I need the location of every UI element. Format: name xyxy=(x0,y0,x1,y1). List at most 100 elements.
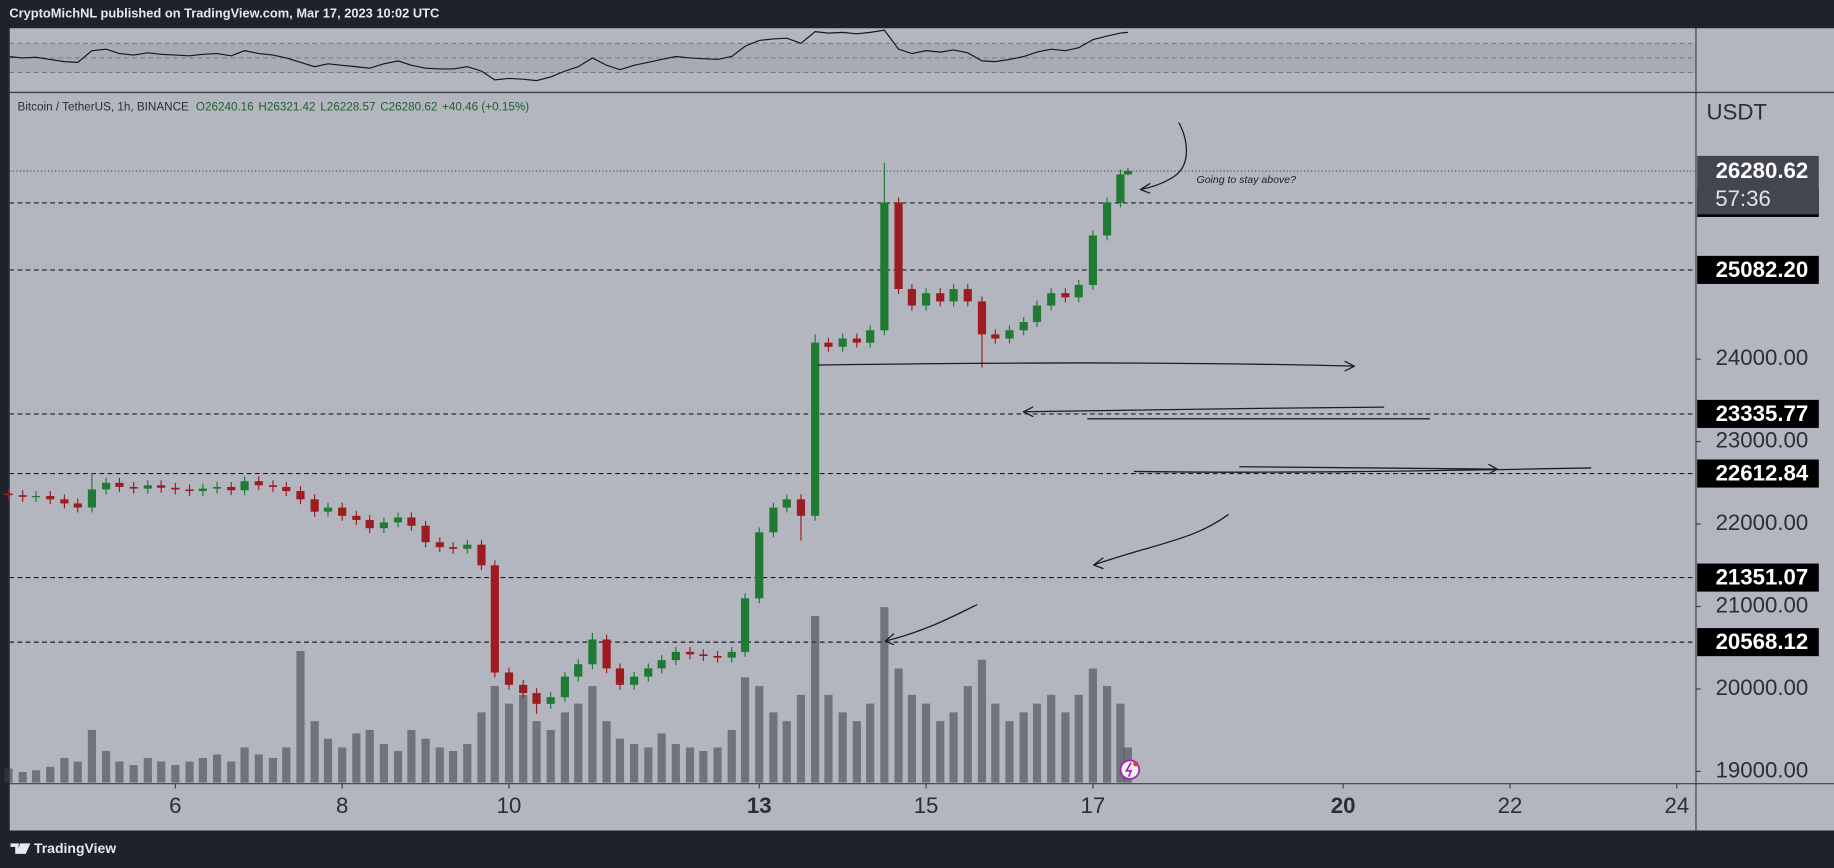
volume-bar xyxy=(73,761,82,783)
x-tick-label: 8 xyxy=(336,793,348,818)
candle-body xyxy=(921,293,931,306)
news-icon[interactable] xyxy=(1119,759,1141,780)
volume-bar xyxy=(1074,694,1083,783)
volume-bar xyxy=(1032,703,1042,783)
x-tick-label: 13 xyxy=(747,793,772,818)
candle-body xyxy=(699,654,708,656)
candle-body xyxy=(185,489,194,492)
news-icon-bolt[interactable] xyxy=(1124,762,1133,778)
marks-layer xyxy=(4,29,1133,783)
chart-area xyxy=(9,28,1834,831)
volume-bar xyxy=(644,747,653,783)
candle-body xyxy=(838,338,847,347)
candle-body xyxy=(143,485,152,489)
high-value: 26321.42 xyxy=(267,101,316,114)
candle-body xyxy=(532,693,541,704)
candle-body xyxy=(519,684,528,694)
candle-body xyxy=(574,664,583,677)
candle-body xyxy=(991,334,1000,339)
volume-bar xyxy=(60,757,69,783)
close-value: 26280.62 xyxy=(389,101,438,114)
candle-body xyxy=(1047,293,1056,306)
volume-bar xyxy=(323,738,333,783)
candle-body xyxy=(212,486,222,489)
volume-bar xyxy=(532,721,541,783)
news-icon-dot[interactable] xyxy=(1133,761,1139,767)
candle-body xyxy=(490,565,499,673)
volume-bar xyxy=(46,766,55,783)
candle-body xyxy=(393,517,403,523)
volume-bar xyxy=(365,729,374,783)
volume-bar xyxy=(866,703,875,783)
price-level-box xyxy=(1697,628,1819,657)
candle-body xyxy=(31,496,41,498)
candle-body xyxy=(379,522,388,529)
y-tick-label: 20000.00 xyxy=(1716,675,1809,700)
volume-bar xyxy=(699,750,708,783)
candle-body xyxy=(824,342,833,347)
candle-body xyxy=(1005,330,1014,339)
volume-bar xyxy=(519,694,528,783)
candle-body xyxy=(1032,305,1042,323)
candle-body xyxy=(504,672,514,685)
volume-bar xyxy=(1019,712,1028,783)
volume-bar xyxy=(1102,686,1112,783)
volume-bar xyxy=(824,694,833,783)
candle-body xyxy=(588,639,597,665)
volume-bar xyxy=(185,761,194,783)
candle-body xyxy=(782,499,791,508)
volume-bar xyxy=(18,772,27,783)
candle-body xyxy=(227,486,236,491)
volume-bar xyxy=(755,686,764,783)
volume-bar xyxy=(254,754,263,783)
volume-bar xyxy=(115,761,124,783)
volume-bar xyxy=(630,743,639,783)
drawn-arrow xyxy=(1139,122,1188,194)
change: +40.46 (+0.15%) xyxy=(442,101,529,114)
open-value: 26240.16 xyxy=(205,101,254,114)
volume-bar xyxy=(782,721,791,783)
candle-body xyxy=(407,517,416,526)
candle-body xyxy=(323,507,333,512)
x-tick-label: 22 xyxy=(1498,793,1523,818)
candle-body xyxy=(630,676,639,685)
rsi-line xyxy=(8,29,1128,82)
volume-bar xyxy=(1005,721,1014,783)
candle-body xyxy=(60,499,69,504)
high-label: H xyxy=(258,101,266,114)
drawn-arrow xyxy=(1022,406,1385,418)
candle-body xyxy=(755,532,764,599)
volume-bar xyxy=(421,738,430,783)
y-tick-label: 23000.00 xyxy=(1716,427,1809,452)
volume-bar xyxy=(282,747,291,783)
candle-body xyxy=(18,495,27,497)
symbol-legend: Bitcoin / TetherUS, 1h, BINANCE O26240.16… xyxy=(18,101,530,114)
candle-body xyxy=(282,486,291,492)
candle-body xyxy=(963,289,972,302)
volume-bar xyxy=(1047,694,1056,783)
price-level-box xyxy=(1697,563,1819,592)
candle-body xyxy=(546,697,555,704)
candle-body xyxy=(852,338,861,343)
drawn-line xyxy=(1133,467,1592,473)
volume-bar xyxy=(129,765,138,783)
volume-bar xyxy=(769,712,778,783)
y-tick-label: 19000.00 xyxy=(1716,757,1809,782)
volume-bar xyxy=(157,761,166,783)
candle-body xyxy=(880,202,889,331)
candle-body xyxy=(129,486,138,489)
drawn-arrow xyxy=(1239,463,1498,475)
candle-body xyxy=(240,481,249,491)
y-tick-label: 24000.00 xyxy=(1716,345,1809,370)
drawn-arrow xyxy=(818,360,1356,372)
volume-bar xyxy=(727,729,736,783)
brand-logo xyxy=(10,843,31,854)
x-tick-label: 20 xyxy=(1331,793,1356,818)
drawn-arrow xyxy=(1092,514,1229,570)
candle-body xyxy=(907,289,916,306)
volume-bar xyxy=(963,686,972,783)
volume-bar xyxy=(740,677,750,783)
candle-body xyxy=(685,651,695,655)
candle-body xyxy=(560,676,569,698)
candle-body xyxy=(73,503,82,508)
